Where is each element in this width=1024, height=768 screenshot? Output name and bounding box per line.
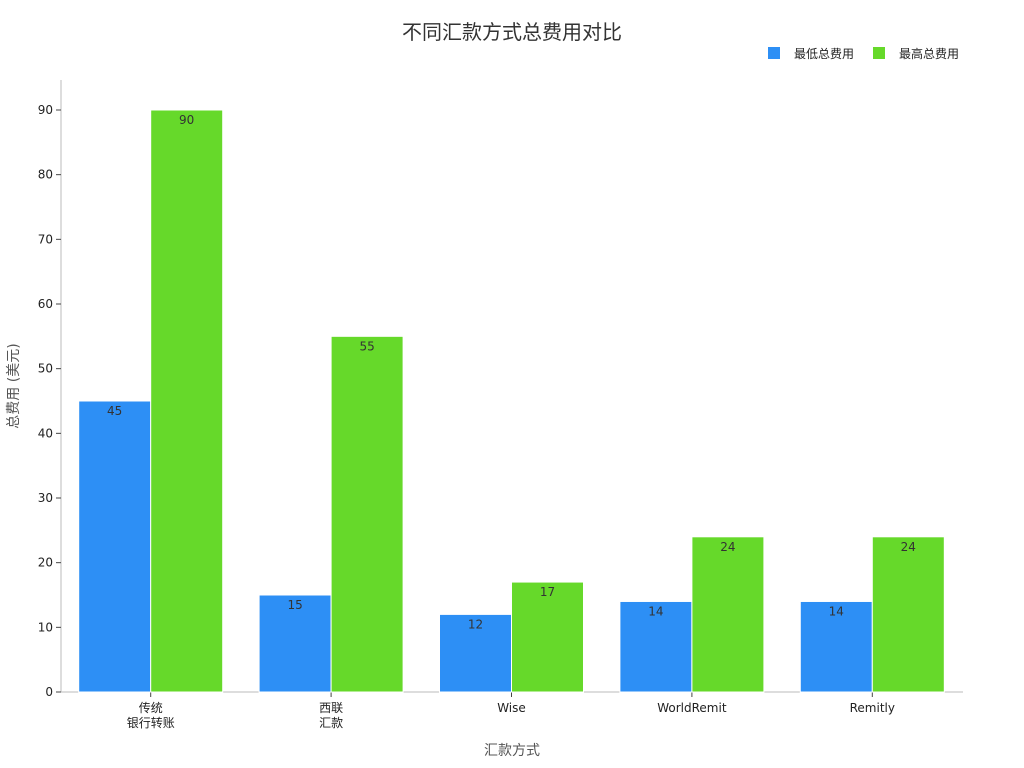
bar-value-label: 12 — [468, 617, 483, 631]
bars — [78, 109, 945, 693]
x-tick-label: 西联汇款 — [319, 701, 343, 730]
bar-value-label: 24 — [901, 540, 916, 554]
y-axis: 0 10 20 30 40 50 60 70 80 90 — [38, 80, 62, 699]
chart-title: 不同汇款方式总费用对比 — [402, 20, 622, 44]
y-tick-label: 10 — [38, 620, 53, 634]
bar-value-label: 55 — [359, 339, 374, 353]
bar-min — [439, 613, 512, 693]
bar-value-label: 45 — [107, 404, 122, 418]
legend-label: 最低总费用 — [794, 47, 854, 61]
y-axis-title: 总费用 (美元) — [6, 343, 22, 428]
y-tick-label: 50 — [38, 362, 53, 376]
bar-max — [871, 536, 945, 693]
bar-max — [150, 109, 224, 693]
y-tick-label: 40 — [38, 426, 53, 440]
y-tick-label: 80 — [38, 168, 53, 182]
bar-value-label: 17 — [540, 585, 555, 599]
bar-max — [511, 581, 584, 693]
x-tick-label: 传统银行转账 — [127, 700, 175, 730]
legend: 最低总费用 最高总费用 — [768, 46, 959, 61]
legend-swatch — [768, 47, 780, 59]
x-tick-label: Remitly — [850, 701, 895, 715]
bar-value-label: 90 — [179, 113, 194, 127]
x-tick-label: WorldRemit — [657, 701, 727, 715]
legend-label: 最高总费用 — [899, 46, 959, 61]
y-tick-label: 20 — [38, 556, 53, 570]
y-tick-label: 30 — [38, 491, 53, 505]
bar-min — [258, 594, 332, 693]
y-tick-label: 60 — [38, 297, 53, 311]
y-tick-label: 90 — [38, 103, 53, 117]
bar-value-label: 15 — [287, 598, 302, 612]
x-tick-label: Wise — [497, 701, 526, 715]
y-tick-label: 0 — [45, 685, 53, 699]
bar-max — [330, 335, 404, 693]
y-tick-label: 70 — [38, 232, 53, 246]
x-axis-title: 汇款方式 — [484, 743, 540, 759]
bar-max — [691, 536, 765, 693]
legend-swatch — [873, 47, 885, 59]
bar-value-label: 14 — [829, 604, 844, 618]
bar-min — [78, 400, 152, 693]
bar-value-label: 14 — [648, 604, 663, 618]
x-axis: 传统银行转账 西联汇款 Wise WorldRemit Remitly — [61, 691, 963, 730]
bar-value-label: 24 — [720, 540, 735, 554]
data-labels: 45 90 15 55 12 17 14 24 14 24 — [107, 113, 916, 631]
